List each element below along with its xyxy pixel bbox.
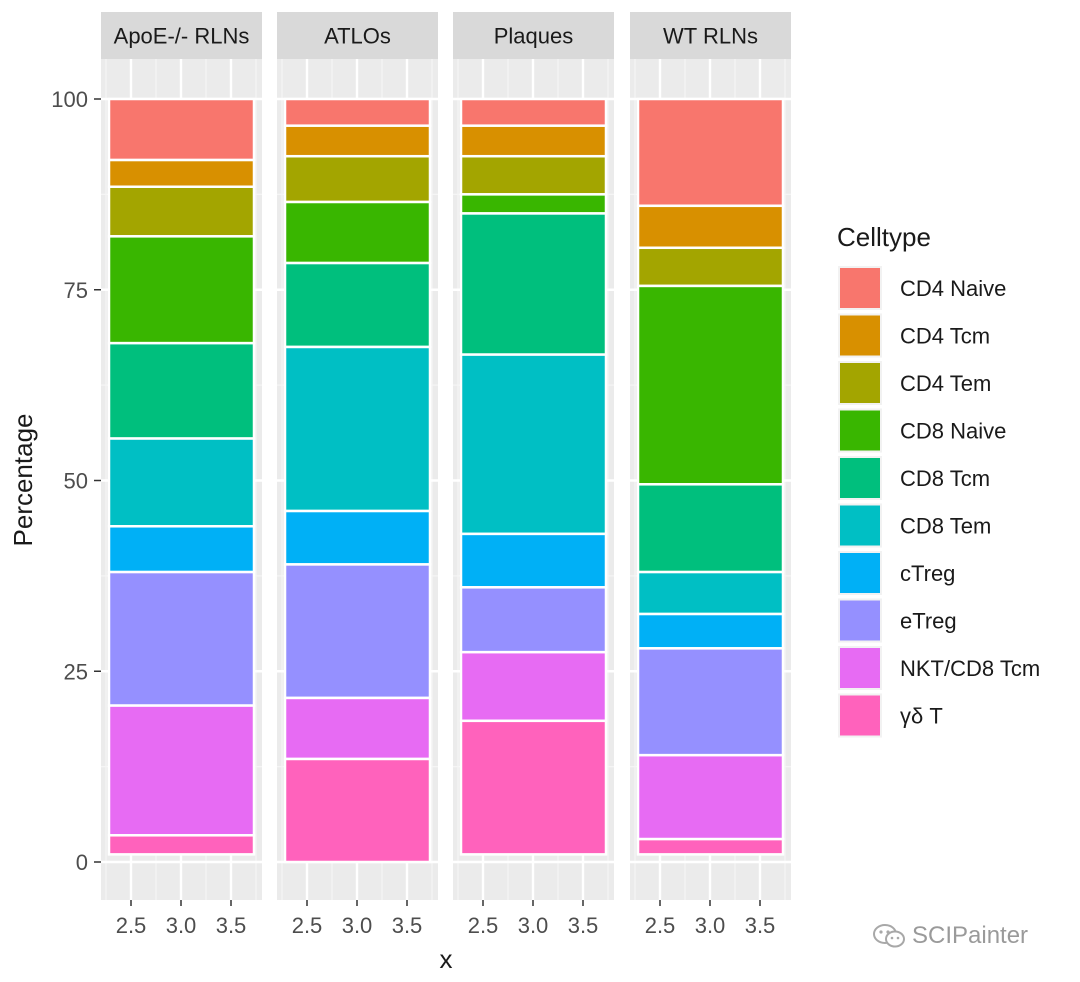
legend-label: CD8 Tem bbox=[900, 514, 991, 539]
bar-segment-cd4-tcm bbox=[283, 124, 432, 158]
bar-segment-cd8-tcm bbox=[283, 261, 432, 349]
bar-segment-cd4-naive bbox=[283, 97, 432, 127]
bar-segment--t bbox=[107, 834, 256, 856]
y-tick-label: 50 bbox=[64, 469, 88, 494]
legend-swatch bbox=[840, 505, 880, 546]
legend-swatch bbox=[840, 648, 880, 688]
bar-segment--t bbox=[636, 837, 785, 856]
bar-segment-cd8-tcm bbox=[107, 341, 256, 440]
x-axis-title: x bbox=[440, 944, 453, 974]
facet-strip bbox=[630, 12, 791, 59]
bar-segment-cd4-naive bbox=[636, 97, 785, 208]
y-tick-label: 0 bbox=[76, 850, 88, 875]
legend-title: Celltype bbox=[837, 222, 931, 252]
legend-swatch bbox=[840, 315, 880, 356]
watermark-text: SCIPainter bbox=[912, 922, 1029, 949]
bar-segment-cd8-tcm bbox=[636, 483, 785, 574]
facet-label: WT RLNs bbox=[663, 24, 758, 49]
bar-segment-cd4-tem bbox=[283, 154, 432, 204]
legend-swatch bbox=[840, 458, 880, 498]
legend-label: CD4 Naive bbox=[900, 276, 1006, 301]
bar-segment-nkt-cd8-tcm bbox=[459, 650, 608, 723]
bar-segment--t bbox=[283, 757, 432, 864]
legend-label: cTreg bbox=[900, 561, 955, 586]
bar-segment-cd4-naive bbox=[459, 97, 608, 127]
legend-swatch bbox=[840, 553, 880, 593]
bar-segment-etreg bbox=[459, 586, 608, 654]
bar-segment-cd8-tcm bbox=[459, 212, 608, 356]
bar-segment-cd8-tem bbox=[636, 570, 785, 616]
legend-label: CD8 Naive bbox=[900, 419, 1006, 444]
facet-label: ATLOs bbox=[324, 24, 391, 49]
legend-swatch bbox=[840, 363, 880, 403]
facet-strip bbox=[277, 12, 438, 59]
legend-label: NKT/CD8 Tcm bbox=[900, 656, 1040, 681]
y-tick-label: 75 bbox=[64, 278, 88, 303]
bar-segment-cd8-naive bbox=[459, 193, 608, 215]
bar-segment-ctreg bbox=[636, 612, 785, 650]
bar-segment-cd8-naive bbox=[636, 284, 785, 486]
bar-segment-cd4-tem bbox=[107, 185, 256, 238]
watermark: SCIPainter bbox=[872, 922, 1028, 950]
x-tick-label: 2.5 bbox=[468, 913, 499, 938]
x-tick-label: 3.5 bbox=[745, 913, 776, 938]
facet-strip bbox=[453, 12, 614, 59]
bar-segment-cd4-tcm bbox=[636, 204, 785, 250]
y-tick-label: 100 bbox=[51, 87, 88, 112]
bar-segment-cd8-naive bbox=[283, 200, 432, 265]
bar-segment-cd8-tem bbox=[283, 345, 432, 513]
bar-segment-cd4-tcm bbox=[107, 158, 256, 188]
bar-segment-cd8-tem bbox=[107, 437, 256, 528]
legend-label: γδ T bbox=[900, 704, 943, 729]
bar-segment-etreg bbox=[636, 647, 785, 757]
x-tick-label: 3.5 bbox=[216, 913, 247, 938]
legend-swatch bbox=[840, 410, 880, 451]
x-tick-label: 2.5 bbox=[292, 913, 323, 938]
facet-strip bbox=[101, 12, 262, 59]
bar-segment--t bbox=[459, 719, 608, 856]
bar-segment-ctreg bbox=[459, 532, 608, 589]
bar-segment-etreg bbox=[283, 563, 432, 700]
x-tick-label: 3.0 bbox=[518, 913, 549, 938]
legend-label: CD4 Tcm bbox=[900, 324, 990, 349]
bar-segment-etreg bbox=[107, 570, 256, 707]
x-tick-label: 3.0 bbox=[695, 913, 726, 938]
legend-swatch bbox=[840, 600, 880, 641]
x-tick-label: 3.0 bbox=[166, 913, 197, 938]
bar-segment-cd8-naive bbox=[107, 235, 256, 345]
y-axis-title: Percentage bbox=[8, 414, 38, 547]
bar-segment-nkt-cd8-tcm bbox=[107, 704, 256, 837]
bar-segment-nkt-cd8-tcm bbox=[636, 753, 785, 841]
bar-segment-cd4-naive bbox=[107, 97, 256, 162]
facet-label: Plaques bbox=[494, 24, 574, 49]
legend-swatch bbox=[840, 268, 880, 308]
legend-swatch bbox=[840, 695, 880, 736]
x-tick-label: 2.5 bbox=[116, 913, 147, 938]
legend-label: eTreg bbox=[900, 609, 957, 634]
x-tick-label: 2.5 bbox=[645, 913, 676, 938]
wechat-icon bbox=[873, 924, 905, 948]
x-tick-label: 3.0 bbox=[342, 913, 373, 938]
bar-segment-ctreg bbox=[283, 509, 432, 566]
bar-segment-cd8-tem bbox=[459, 353, 608, 536]
bar-segment-cd4-tem bbox=[459, 154, 608, 196]
x-tick-label: 3.5 bbox=[392, 913, 423, 938]
legend-label: CD8 Tcm bbox=[900, 466, 990, 491]
y-tick-label: 25 bbox=[64, 659, 88, 684]
bar-segment-ctreg bbox=[107, 525, 256, 574]
legend-label: CD4 Tem bbox=[900, 371, 991, 396]
bar-segment-nkt-cd8-tcm bbox=[283, 696, 432, 761]
bar-segment-cd4-tcm bbox=[459, 124, 608, 158]
x-tick-label: 3.5 bbox=[568, 913, 599, 938]
facet-label: ApoE-/- RLNs bbox=[114, 24, 250, 49]
bar-segment-cd4-tem bbox=[636, 246, 785, 288]
